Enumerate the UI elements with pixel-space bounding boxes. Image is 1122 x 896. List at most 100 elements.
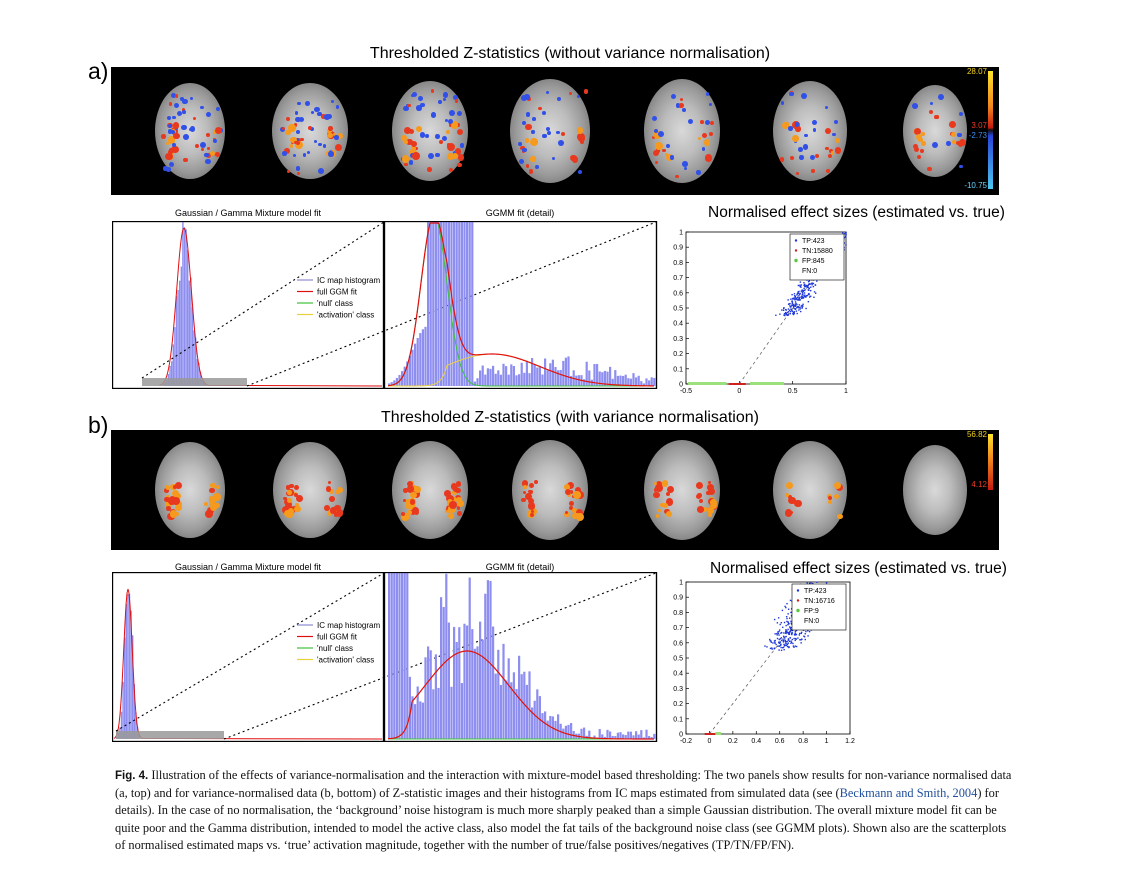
y-tick-label: 0.4 <box>673 671 683 678</box>
activation-blob <box>446 153 454 161</box>
hist-bar <box>653 377 656 386</box>
activation-blob <box>166 116 172 121</box>
activation-blob <box>804 133 808 138</box>
tp-point <box>807 283 810 286</box>
tn-points <box>704 733 716 735</box>
activation-blob <box>450 121 459 129</box>
hist-bar <box>179 280 181 386</box>
activation-blob <box>670 94 676 100</box>
tp-point <box>794 639 796 642</box>
hist-bar <box>648 380 651 386</box>
full-ggm-fit-curve <box>387 222 655 387</box>
activation-blob <box>524 493 532 501</box>
hist-bar <box>502 363 505 386</box>
tp-point <box>781 609 784 612</box>
hist-bar <box>406 361 409 386</box>
activation-blob <box>660 502 665 508</box>
hist-bar <box>130 610 132 739</box>
activation-blob <box>434 152 440 158</box>
activation-blob <box>653 491 660 499</box>
activation-blob <box>826 168 831 173</box>
activation-blob <box>450 483 458 490</box>
activation-blob <box>696 493 702 499</box>
tp-point <box>784 644 786 646</box>
activation-blob <box>212 130 217 134</box>
hist-bar <box>650 377 653 386</box>
hist-bar <box>188 280 190 386</box>
tp-point <box>802 305 804 307</box>
activation-blob <box>455 487 461 493</box>
activation-blob <box>296 130 301 135</box>
tp-point <box>777 645 779 647</box>
tp-point <box>792 303 794 306</box>
hist-bar <box>544 711 547 739</box>
tp-point <box>807 287 810 289</box>
activation-blob <box>336 132 343 139</box>
tp-point <box>799 292 801 295</box>
hist-bar <box>198 362 200 386</box>
tp-point <box>809 295 812 298</box>
activation-blob <box>569 92 573 96</box>
tp-point <box>807 300 810 303</box>
hist-bar <box>393 380 396 386</box>
activation-blob <box>328 126 333 131</box>
hist-bar <box>640 381 643 386</box>
activation-blob <box>164 499 172 507</box>
hist-bar <box>546 370 549 386</box>
hist-bar <box>518 374 521 386</box>
activation-blob <box>294 505 301 513</box>
caption-citation-link[interactable]: Beckmann and Smith, 2004 <box>839 786 978 801</box>
brain-slice <box>512 440 588 540</box>
hist-bar <box>411 696 414 739</box>
hist-bar <box>445 222 448 386</box>
hist-bar <box>466 222 469 386</box>
activation-blob <box>447 513 454 520</box>
zoom-region <box>142 378 247 386</box>
hist-bar <box>432 689 435 739</box>
activation-blob <box>181 124 187 131</box>
tp-point <box>796 303 798 306</box>
hist-bar <box>484 593 487 739</box>
activation-blob <box>283 498 290 506</box>
brain-slice <box>773 441 847 539</box>
activation-blob <box>564 511 570 518</box>
hist-bar <box>596 363 599 386</box>
tp-point <box>783 314 785 316</box>
hist-bar <box>603 370 606 386</box>
tp-point <box>794 632 796 634</box>
hist-bar <box>627 731 630 739</box>
hist-bar <box>406 573 409 739</box>
activation-blob <box>653 481 658 486</box>
tp-point <box>798 309 800 311</box>
hist-bar <box>520 362 523 386</box>
tp-point <box>794 296 797 298</box>
tp-point <box>790 632 793 634</box>
x-tick-label: 1 <box>825 738 829 745</box>
activation-blob <box>294 502 299 507</box>
tp-point <box>787 621 789 623</box>
hist-bar <box>466 625 469 739</box>
hist-bar <box>559 369 562 386</box>
tp-point <box>787 631 790 634</box>
activation-blob <box>926 166 932 172</box>
activation-blob <box>952 140 957 145</box>
tp-point <box>806 284 808 287</box>
activation-blob <box>814 153 820 159</box>
activation-blob <box>526 164 530 168</box>
tp-point <box>786 602 788 605</box>
activation-blob <box>206 132 211 137</box>
activation-blob <box>664 152 669 157</box>
hist-bar <box>642 383 645 386</box>
tp-point <box>780 637 783 639</box>
activation-blob <box>680 98 684 102</box>
activation-blob <box>577 170 583 175</box>
panel-b-brain-strip: 56.82 4.12 <box>111 430 999 550</box>
fp-points <box>715 732 722 735</box>
panel-a-brain-strip: 28.07 3.07 -2.73 -10.75 <box>111 67 999 195</box>
hist-bar <box>424 326 427 386</box>
tp-point <box>801 307 803 309</box>
activation-blob <box>167 124 172 129</box>
activation-blob <box>294 116 301 123</box>
hist-bar <box>538 365 541 386</box>
hist-bar <box>135 712 137 739</box>
